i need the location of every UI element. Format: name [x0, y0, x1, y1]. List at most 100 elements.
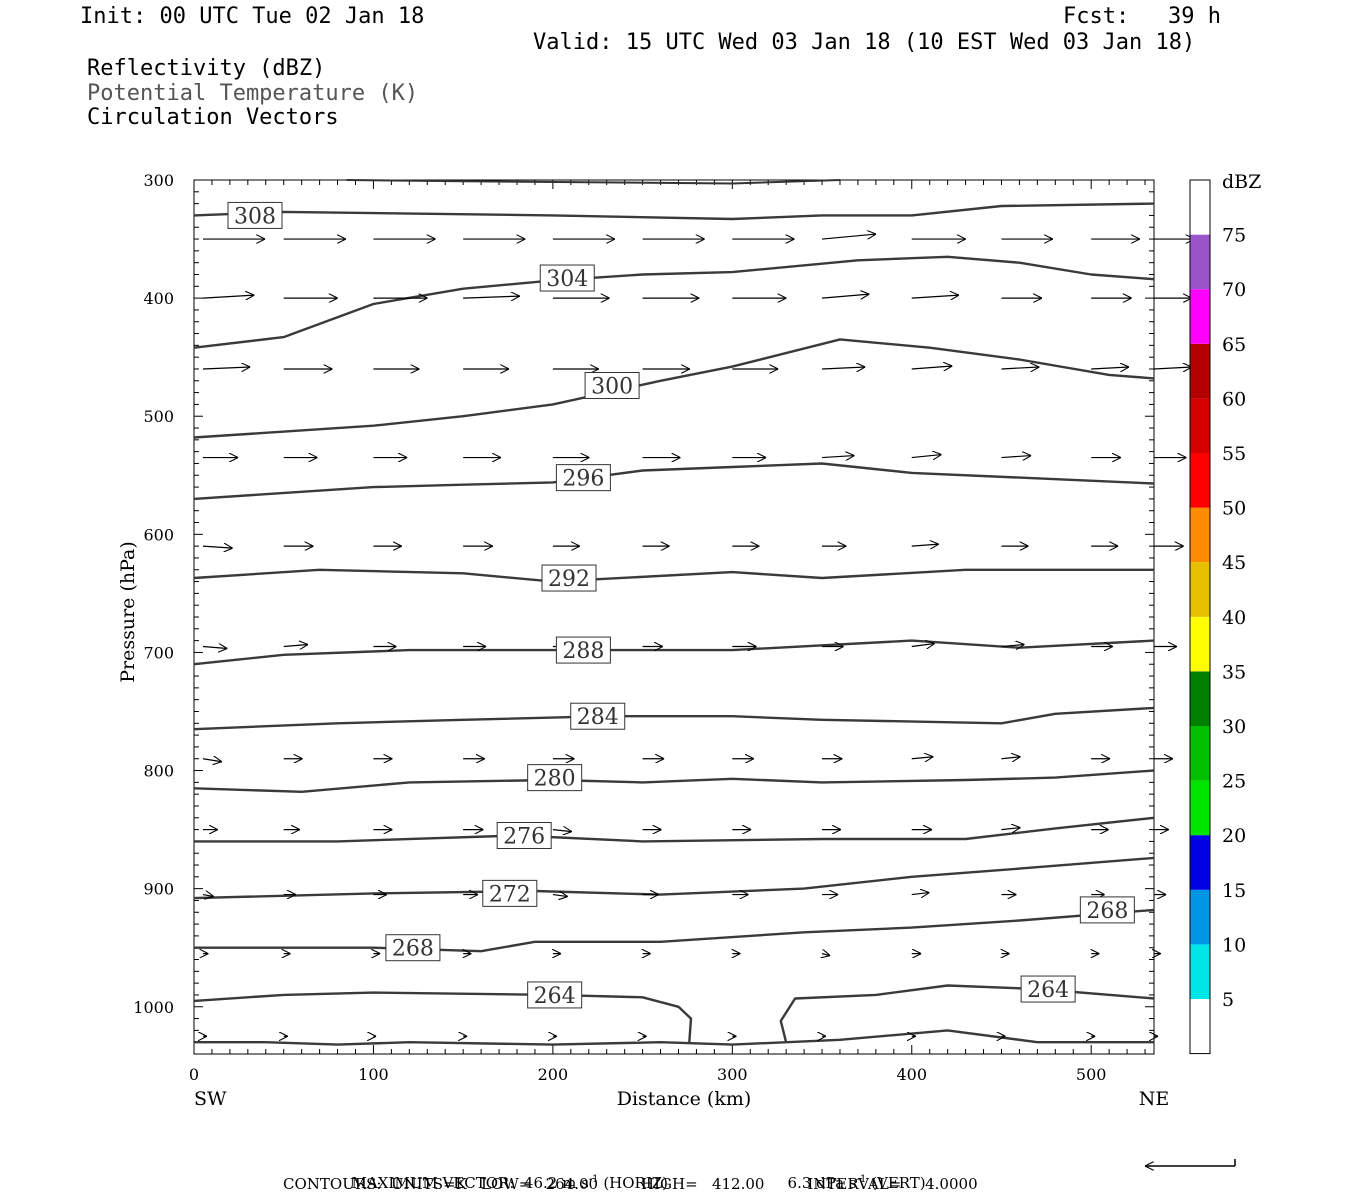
colorbar-tick-label: 25 — [1222, 771, 1246, 793]
colorbar-segment — [1190, 999, 1210, 1054]
plot-frame — [193, 179, 1155, 1055]
theta-contour-284 — [193, 706, 1155, 731]
contour-label: 296 — [562, 467, 604, 492]
colorbar-segment — [1190, 944, 1210, 999]
circulation-vector — [283, 645, 308, 647]
theta-contour-280 — [193, 769, 1155, 793]
colorbar-segment — [1190, 343, 1210, 399]
contour-label-box — [496, 822, 552, 849]
colorbar-segment — [1190, 398, 1210, 453]
contour-label-box — [482, 879, 538, 907]
field-potential-temperature: Potential Temperature (K) — [87, 81, 419, 106]
y-axis-label: Pressure (hPa) — [117, 541, 139, 683]
colorbar-segment — [1190, 726, 1210, 781]
colorbar-tick-label: 40 — [1222, 607, 1246, 629]
colorbar-tick-label: 35 — [1222, 661, 1246, 683]
contour-label: 284 — [577, 705, 619, 730]
contour-label: 272 — [489, 882, 531, 907]
theta-contour-268 — [194, 908, 1155, 953]
circulation-vector — [463, 296, 520, 298]
contour-label-box — [385, 934, 441, 962]
x-axis-label: Distance (km) — [617, 1088, 752, 1110]
colorbar-tick-label: 45 — [1222, 552, 1246, 574]
contour-label-box — [555, 464, 611, 492]
ne-label: NE — [1139, 1088, 1170, 1110]
field-reflectivity: Reflectivity (dBZ) — [87, 56, 326, 81]
circulation-vector — [1001, 645, 1024, 647]
contour-label-box — [570, 702, 626, 730]
y-tick-label: 300 — [143, 171, 174, 190]
y-tick-label: 700 — [143, 643, 174, 662]
theta-contour-296 — [193, 462, 1155, 501]
circulation-vector — [911, 544, 939, 546]
colorbar-segment — [1190, 562, 1210, 617]
colorbar-segment — [1190, 616, 1210, 672]
contour-label: 300 — [591, 375, 633, 400]
theta-contour-304 — [193, 255, 1155, 349]
circulation-vector — [911, 644, 935, 647]
contour-label-box — [541, 564, 597, 592]
max-vector-horiz: MAXIMUM VECTOR: 46.2 m s — [351, 1174, 589, 1192]
circulation-vector — [202, 759, 222, 762]
y-tick-label: 400 — [143, 289, 174, 308]
contour-label: 308 — [234, 204, 276, 229]
circulation-vector — [821, 294, 869, 298]
contour-label-box — [539, 264, 595, 292]
x-tick-label: 400 — [896, 1065, 927, 1084]
max-vector-vert-text: 6.3 dPa s-1 (VERT) — [778, 1156, 926, 1192]
theta-contour-264 — [193, 991, 693, 1043]
contour-label-box — [227, 201, 283, 229]
circulation-vector — [822, 954, 830, 956]
colorbar-tick-label: 70 — [1222, 279, 1246, 301]
x-tick-label: 300 — [717, 1065, 748, 1084]
contour-label-box — [584, 372, 640, 400]
y-tick-label: 900 — [143, 880, 174, 899]
contour-label: 264 — [1027, 978, 1069, 1003]
circulation-vector — [1001, 828, 1020, 830]
circulation-vector — [911, 455, 942, 458]
colorbar-segment — [1190, 507, 1210, 563]
circulation-vector — [822, 456, 854, 458]
colorbar-tick-label: 65 — [1222, 334, 1246, 356]
contour-info: CONTOURS: UNITS=K LOW= 264.00 HIGH= 412.… — [283, 1175, 978, 1193]
colorbar-tick-label: 15 — [1222, 880, 1246, 902]
circulation-vector — [202, 295, 254, 298]
colorbar-tick-label: 10 — [1222, 934, 1246, 956]
theta-contour-308 — [193, 202, 1155, 221]
contour-label-box — [555, 636, 611, 664]
forecast-hour: 39 h — [1168, 4, 1221, 29]
theta-contour-272 — [193, 856, 1155, 900]
y-tick-label: 600 — [143, 525, 174, 544]
y-tick-label: 500 — [143, 407, 174, 426]
x-tick-label: 0 — [189, 1065, 199, 1084]
horiz-unit: (HORIZ) — [603, 1174, 669, 1192]
x-tick-label: 200 — [538, 1065, 569, 1084]
circulation-vector — [911, 893, 930, 895]
circulation-vector — [911, 757, 934, 759]
theta-contour-292 — [193, 568, 1154, 583]
init-time: Init: 00 UTC Tue 02 Jan 18 — [80, 4, 425, 29]
circulation-vector — [1001, 757, 1020, 759]
colorbar-segment — [1190, 835, 1210, 890]
colorbar-tick-label: 30 — [1222, 716, 1246, 738]
contour-label: 268 — [392, 937, 434, 962]
y-tick-label: 1000 — [133, 998, 174, 1017]
x-tick-label: 100 — [358, 1065, 389, 1084]
colorbar-segment — [1190, 289, 1210, 344]
sw-label: SW — [194, 1088, 227, 1110]
contour-label-box — [1079, 896, 1135, 924]
circulation-vector — [1001, 367, 1039, 369]
circulation-vector — [1001, 456, 1031, 458]
forecast-label: Fcst: — [1063, 4, 1130, 29]
max-vector-vert: 6.3 dPa s — [787, 1174, 857, 1192]
contour-label: 292 — [548, 567, 590, 592]
theta-contour-base — [194, 1029, 1154, 1046]
circulation-vector — [1091, 367, 1129, 369]
circulation-vector — [552, 895, 568, 897]
circulation-vector — [821, 234, 876, 240]
colorbar-segment — [1190, 180, 1210, 235]
contour-label-box — [527, 981, 583, 1009]
colorbar-segment — [1190, 780, 1210, 836]
horiz-exponent: -1 — [588, 1174, 599, 1185]
